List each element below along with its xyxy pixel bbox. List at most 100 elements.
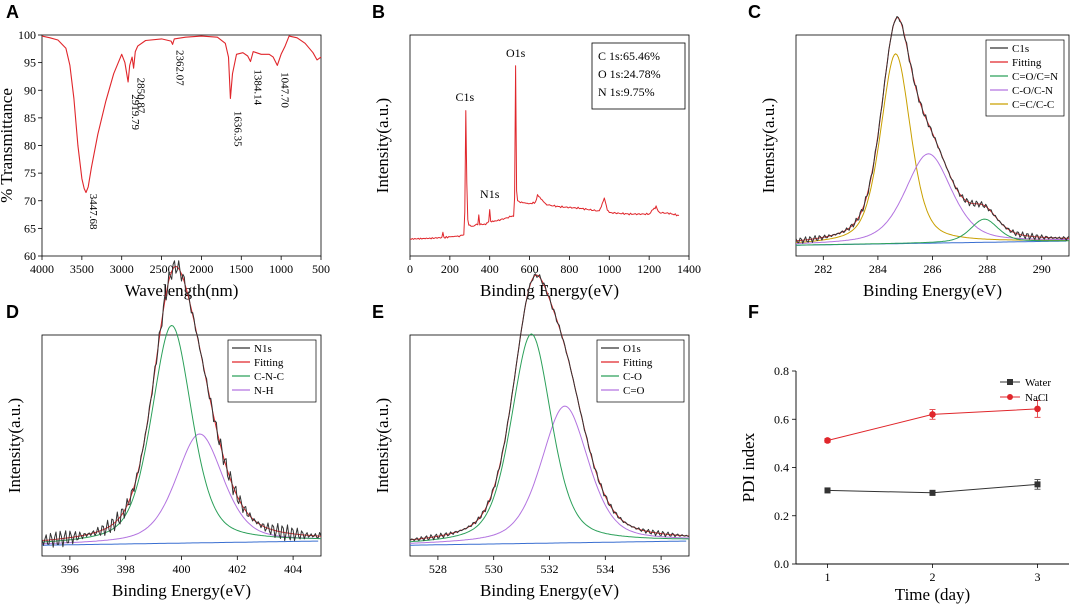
y-tick-label: 95 [24, 56, 36, 70]
legend-label: N1s [254, 343, 272, 355]
data-point-water [1034, 481, 1041, 488]
x-tick-label: 1400 [677, 262, 701, 276]
data-point-nacl [824, 437, 831, 444]
legend-box [227, 339, 317, 403]
x-tick-label: 1000 [269, 262, 293, 276]
panel-e: E 528 530 532 534 536 Binding Energy(eV) Intens… [372, 273, 690, 600]
series-line-c-o [409, 333, 689, 543]
x-tick-label: 2500 [150, 262, 174, 276]
panel-label: D [6, 302, 19, 322]
panel-b: B 0 200 400 600 800 1000 1200 1400 Binding Energy… [372, 2, 701, 300]
y-tick-label: 85 [24, 111, 36, 125]
panel-d: D 396 398 400 402 404 Binding Energy(eV) Intens… [5, 260, 322, 600]
x-tick-label: 530 [485, 562, 503, 576]
y-tick-label: 0.2 [774, 509, 789, 523]
plot-frame [409, 34, 690, 257]
x-tick-label: 0 [407, 262, 413, 276]
peak-label: N1s [480, 187, 500, 201]
y-tick-label: 75 [24, 166, 36, 180]
y-axis-title: Intensity(a.u.) [5, 398, 24, 493]
x-tick-label: 2000 [189, 262, 213, 276]
x-tick-label: 536 [652, 562, 670, 576]
x-tick-label: 2 [930, 570, 936, 584]
legend-label: N-H [254, 385, 274, 397]
y-axis-title: Intensity(a.u.) [759, 98, 778, 193]
x-axis-title: Time (day) [895, 585, 970, 604]
y-tick-label: 90 [24, 83, 36, 97]
x-tick-label: 4000 [30, 262, 54, 276]
y-axis-title: Intensity(a.u.) [373, 98, 392, 193]
x-tick-label: 600 [521, 262, 539, 276]
legend-label: Fitting [254, 357, 284, 369]
x-axis-title: Wavelength(nm) [125, 281, 239, 300]
x-tick-label: 402 [228, 562, 246, 576]
panel-label: C [748, 2, 761, 22]
y-axis-title: PDI index [739, 432, 758, 502]
legend-marker [1007, 379, 1013, 385]
legend-box [985, 39, 1065, 117]
x-tick-label: 286 [924, 262, 942, 276]
legend-label: Fitting [1012, 57, 1042, 69]
series-line-c-o-c-n [795, 153, 1069, 245]
series-line-o1s [409, 273, 690, 542]
series-line-c1s [795, 16, 1070, 244]
legend: O1s Fitting C-O C=O [596, 339, 685, 403]
panel-label: A [6, 2, 19, 22]
panel-a: A 60 65 70 75 80 85 90 95 100 4000 3500 3000 2500 2000… [0, 2, 330, 300]
x-tick-label: 400 [173, 562, 191, 576]
baseline-line [410, 540, 687, 546]
x-axis-title: Binding Energy(eV) [480, 281, 619, 300]
x-tick-label: 290 [1033, 262, 1051, 276]
peak-annotation: 1636.35 [231, 111, 243, 147]
inset-line: C 1s:65.46% [598, 49, 660, 63]
x-tick-label: 3 [1035, 570, 1041, 584]
legend: N1s Fitting C-N-C N-H [227, 339, 317, 403]
x-axis-title: Binding Energy(eV) [480, 581, 619, 600]
series-line-survey [409, 65, 680, 240]
x-tick-label: 3000 [110, 262, 134, 276]
x-tick-label: 1000 [597, 262, 621, 276]
x-tick-label: 528 [429, 562, 447, 576]
legend-label: Fitting [623, 357, 653, 369]
legend-label: C=O/C=N [1012, 71, 1058, 83]
legend-marker [1007, 394, 1013, 400]
panel-f: F 0.0 0.2 0.4 0.6 0.8 1 2 3 Time (day) PDI index Wa… [739, 302, 1069, 604]
series-line-fitting [41, 265, 321, 542]
panel-label: B [372, 2, 385, 22]
x-tick-label: 282 [814, 262, 832, 276]
series-line-c-o-c-n [796, 218, 1070, 246]
inset-box [591, 42, 686, 110]
legend-label: C=C/C-C [1012, 99, 1054, 111]
x-tick-label: 3500 [70, 262, 94, 276]
y-tick-label: 60 [24, 249, 36, 263]
y-axis-title: % Transmittance [0, 88, 16, 203]
x-tick-label: 288 [978, 262, 996, 276]
x-tick-label: 200 [441, 262, 459, 276]
x-tick-label: 404 [284, 562, 302, 576]
peak-annotation: 2850.87 [135, 78, 147, 114]
legend: Water NaCl [1000, 377, 1051, 404]
peak-label: O1s [506, 46, 526, 60]
data-point-nacl [1034, 405, 1041, 413]
y-axis-title: Intensity(a.u.) [373, 398, 392, 493]
legend-label: O1s [623, 343, 641, 355]
peak-annotation: 2362.07 [174, 50, 186, 86]
peak-annotation: 1384.14 [252, 69, 264, 105]
x-tick-label: 398 [117, 562, 135, 576]
peak-annotation: 3447.68 [87, 194, 99, 230]
series-line-n-h [42, 433, 322, 545]
y-tick-label: 0.4 [774, 461, 789, 475]
peak-annotation: 2919.79 [129, 94, 141, 130]
x-tick-label: 400 [481, 262, 499, 276]
y-tick-label: 0.8 [774, 364, 789, 378]
y-tick-label: 65 [24, 221, 36, 235]
legend-label: C1s [1012, 43, 1029, 55]
legend-box [596, 339, 685, 403]
panel-label: E [372, 302, 384, 322]
series-line-c-o [409, 405, 690, 544]
x-tick-label: 534 [596, 562, 614, 576]
series-line-ftir [41, 35, 322, 194]
peak-annotation: 1047.70 [278, 72, 290, 108]
inset-line: O 1s:24.78% [598, 67, 661, 81]
